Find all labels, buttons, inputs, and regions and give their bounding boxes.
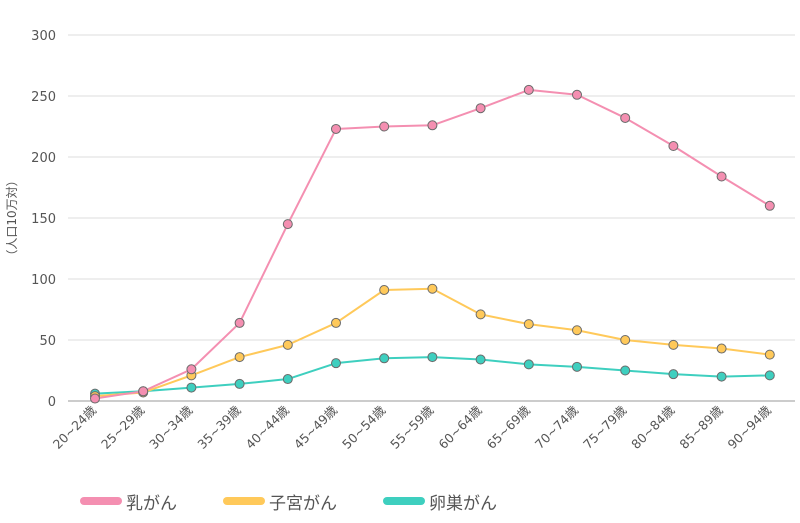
x-tick-label: 80~84歳 [628,402,678,452]
legend-swatch-ovarian [383,497,425,505]
data-point[interactable] [234,317,245,328]
x-tick-label: 40~44歳 [243,402,293,452]
y-axis-title: （人口10万対） [5,174,19,261]
x-tick-label: 55~59歳 [387,402,437,452]
x-tick-label: 35~39歳 [194,402,244,452]
data-point[interactable] [523,319,534,330]
x-tick-label: 25~29歳 [98,402,148,452]
data-point[interactable] [572,89,582,100]
data-point[interactable] [331,317,341,328]
data-point[interactable] [427,352,438,363]
x-tick-label: 85~89歳 [676,402,726,452]
data-point[interactable] [764,349,775,360]
data-point[interactable] [716,171,727,182]
data-point[interactable] [379,353,390,364]
series-points [90,84,775,404]
data-point[interactable] [475,103,486,114]
data-point[interactable] [331,358,341,369]
data-point[interactable] [764,200,775,211]
data-point[interactable] [668,369,679,380]
data-point[interactable] [668,339,679,350]
y-tick-label: 100 [31,273,56,288]
data-point[interactable] [475,354,486,365]
data-point[interactable] [186,382,197,393]
legend-item-ovarian[interactable]: 卵巣がん [383,489,497,514]
x-tick-label: 90~94歳 [725,402,775,452]
x-tick-label: 65~69歳 [484,402,534,452]
data-point[interactable] [716,343,727,354]
data-point[interactable] [282,219,293,230]
series-line [94,287,770,398]
data-point[interactable] [523,359,534,370]
data-point[interactable] [90,393,100,404]
data-point[interactable] [379,121,390,132]
x-tick-label: 75~79歳 [580,402,630,452]
y-tick-label: 250 [31,90,56,105]
y-tick-label: 50 [39,334,56,349]
y-tick-label: 0 [48,395,56,410]
data-point[interactable] [427,120,438,131]
x-tick-label: 60~64歳 [435,402,485,452]
legend-item-breast[interactable]: 乳がん [80,489,177,514]
x-tick-label: 45~49歳 [291,402,341,452]
y-tick-label: 150 [31,212,56,227]
gridlines [68,34,795,402]
legend-swatch-breast [80,497,122,505]
legend-label-uterine: 子宮がん [269,493,337,514]
x-tick-label: 70~74歳 [532,402,582,452]
data-point[interactable] [379,284,390,295]
x-tick-label: 50~54歳 [339,402,389,452]
y-axis-ticks: 0 50 100 150 200 250 300 [31,29,56,410]
data-point[interactable] [572,361,582,372]
x-tick-label: 30~34歳 [146,402,196,452]
data-point[interactable] [716,371,727,382]
x-tick-label: 20~24歳 [50,402,100,452]
data-point[interactable] [764,370,775,381]
data-point[interactable] [234,352,245,363]
data-point[interactable] [427,283,438,294]
data-point[interactable] [331,123,341,134]
legend: 乳がん 子宮がん 卵巣がん [80,488,543,514]
data-point[interactable] [620,335,631,345]
legend-label-breast: 乳がん [126,493,177,514]
legend-item-uterine[interactable]: 子宮がん [223,489,337,514]
data-point[interactable] [234,378,245,389]
x-axis-ticks: 20~24歳25~29歳30~34歳35~39歳40~44歳45~49歳50~5… [50,402,774,452]
data-point[interactable] [572,325,582,336]
data-point[interactable] [282,374,293,385]
data-point[interactable] [475,309,486,320]
data-point[interactable] [138,386,149,397]
data-point[interactable] [620,365,631,376]
y-tick-label: 200 [31,151,56,166]
legend-swatch-uterine [223,497,265,505]
data-point[interactable] [186,364,197,375]
data-point[interactable] [668,141,679,152]
data-point[interactable] [282,339,293,350]
y-tick-label: 300 [31,29,56,44]
legend-label-ovarian: 卵巣がん [429,493,497,514]
data-point[interactable] [620,112,631,123]
data-point[interactable] [523,84,534,95]
